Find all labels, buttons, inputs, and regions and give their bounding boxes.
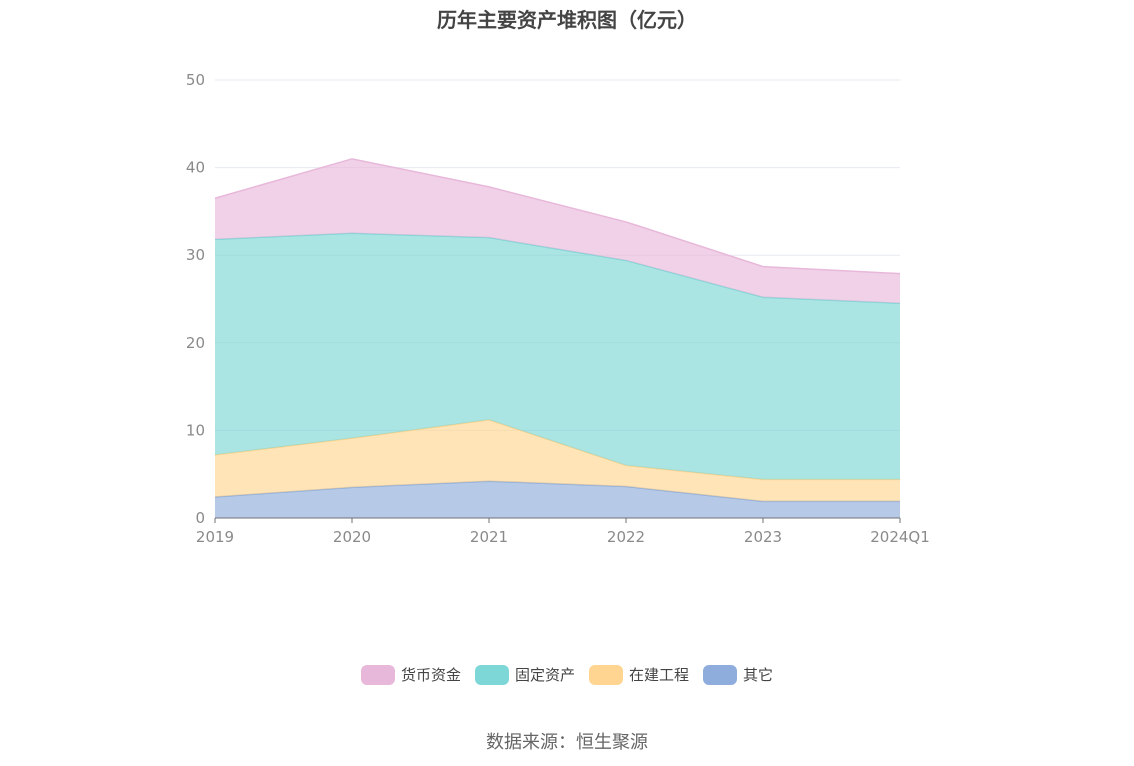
y-tick-label: 10 bbox=[186, 421, 205, 439]
area-其它 bbox=[215, 481, 900, 518]
x-tick-label: 2023 bbox=[744, 528, 782, 546]
legend-item[interactable]: 在建工程 bbox=[589, 664, 689, 685]
legend-label: 固定资产 bbox=[514, 666, 575, 684]
legend: 货币资金 固定资产 在建工程 其它 bbox=[0, 664, 1134, 685]
legend-swatch bbox=[589, 664, 623, 685]
legend-swatch bbox=[360, 664, 395, 685]
legend-label: 其它 bbox=[743, 666, 774, 684]
series-line-货币资金 bbox=[214, 158, 901, 275]
legend-swatch bbox=[703, 664, 738, 685]
stacked-area-chart: 0 10 20 30 40 50 2019 2020 2021 2022 2023 2024Q1 bbox=[186, 71, 930, 546]
y-tick-label: 50 bbox=[186, 71, 205, 89]
y-tick-label: 20 bbox=[186, 334, 205, 352]
legend-item[interactable]: 其它 bbox=[703, 664, 773, 685]
area-在建工程 bbox=[215, 419, 900, 502]
x-tick-label: 2020 bbox=[333, 528, 371, 546]
legend-label: 货币资金 bbox=[400, 666, 461, 684]
chart-title: 历年主要资产堆积图（亿元） bbox=[437, 8, 697, 32]
legend-label: 在建工程 bbox=[629, 666, 690, 684]
data-source: 数据来源：恒生聚源 bbox=[486, 732, 648, 753]
legend-swatch bbox=[474, 664, 509, 685]
legend-item[interactable]: 固定资产 bbox=[474, 664, 575, 685]
x-tick-label: 2019 bbox=[196, 528, 234, 546]
y-tick-label: 30 bbox=[186, 246, 205, 264]
area-货币资金 bbox=[215, 158, 900, 304]
y-tick-label: 0 bbox=[195, 509, 205, 527]
x-tick-label: 2024Q1 bbox=[870, 528, 930, 546]
y-tick-label: 40 bbox=[186, 159, 205, 177]
legend-item[interactable]: 货币资金 bbox=[360, 664, 461, 685]
area-固定资产 bbox=[215, 233, 900, 480]
x-tick-label: 2022 bbox=[607, 528, 645, 546]
x-tick-label: 2021 bbox=[470, 528, 508, 546]
